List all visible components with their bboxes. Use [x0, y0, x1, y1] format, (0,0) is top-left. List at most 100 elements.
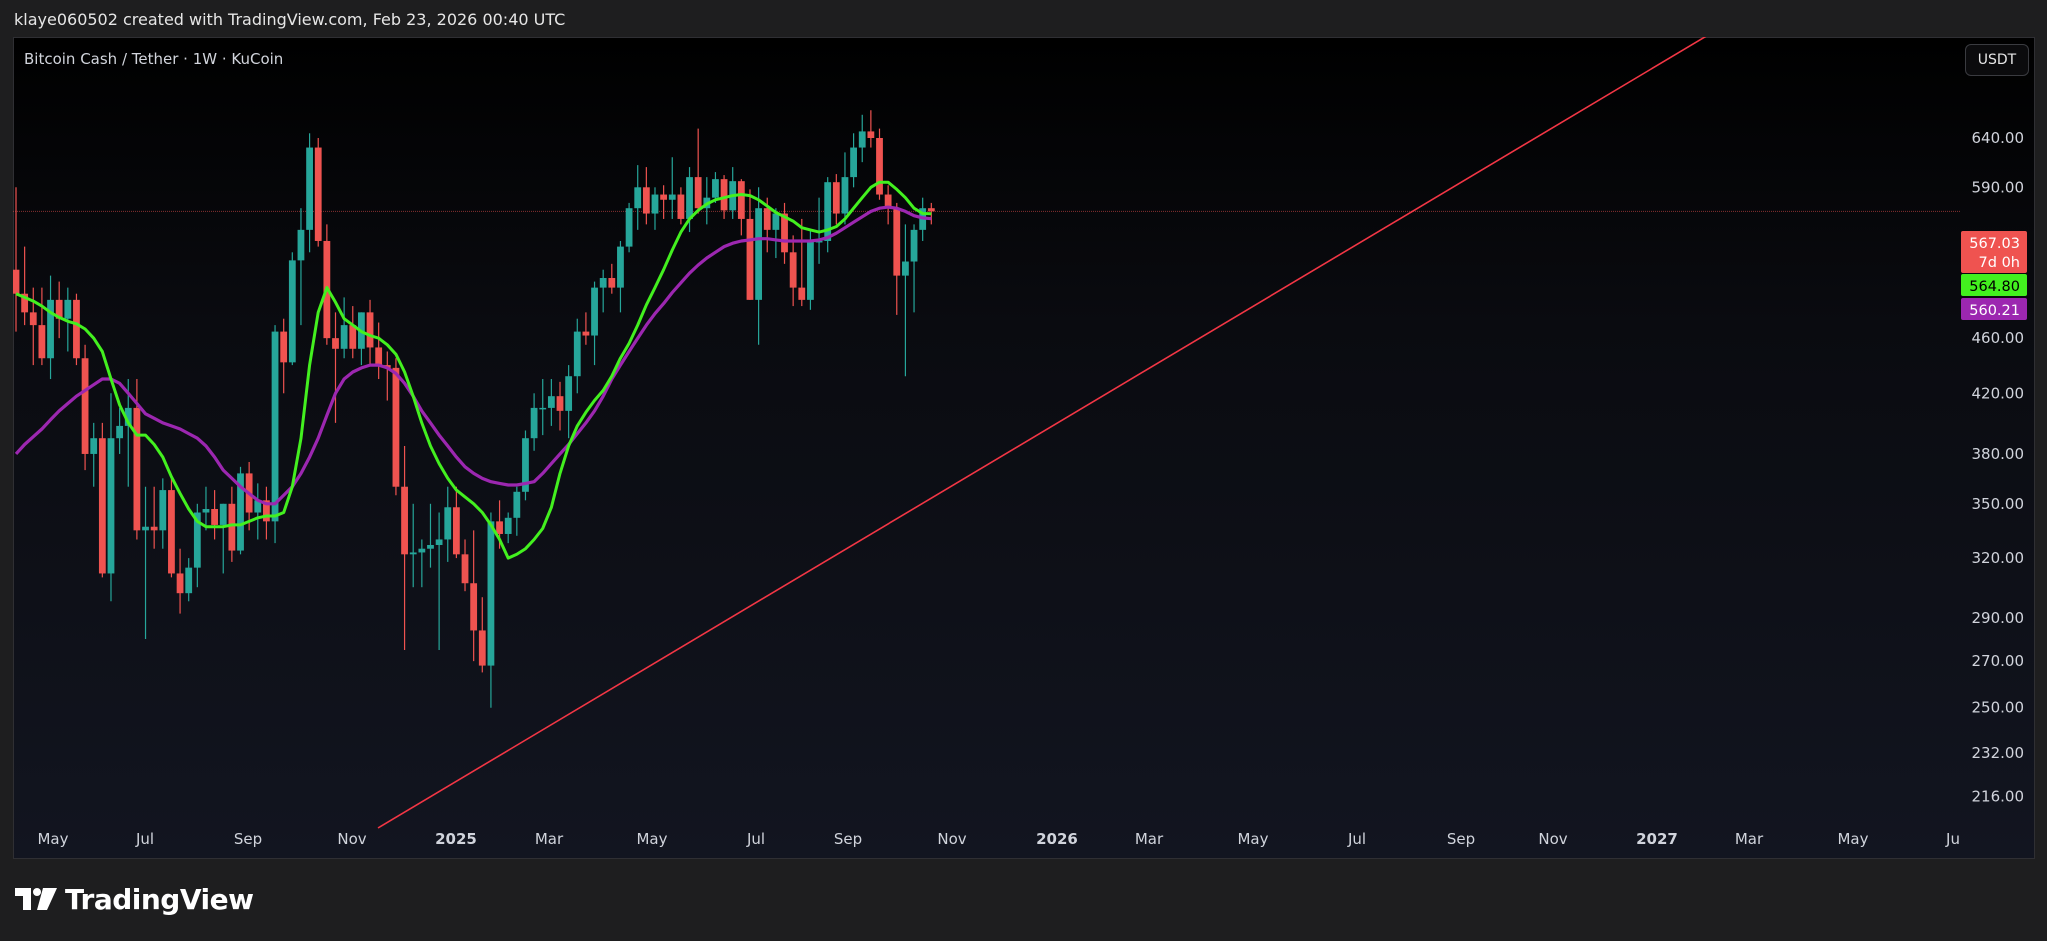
candle-body — [513, 491, 521, 518]
y-tick-label: 420.00 — [1972, 384, 2025, 402]
x-tick-label: May — [636, 830, 667, 848]
candle-body — [211, 509, 219, 525]
x-tick-label: Mar — [1135, 830, 1164, 848]
candle — [358, 312, 365, 366]
candle-body — [366, 312, 374, 348]
candle-body — [591, 287, 598, 336]
candle-body — [867, 131, 875, 139]
candle-body — [927, 208, 935, 212]
symbol-title[interactable]: Bitcoin Cash / Tether · 1W · KuCoin — [24, 50, 284, 68]
candle-body — [496, 521, 503, 534]
ma-slow-value: 560.21 — [1969, 303, 2020, 319]
candle — [565, 365, 573, 439]
y-tick-label: 232.00 — [1972, 744, 2025, 762]
y-axis: 720.00640.00590.00460.00420.00380.00350.… — [1972, 58, 2025, 806]
chart-frame[interactable] — [13, 37, 2035, 859]
candle-body — [720, 179, 728, 211]
candle-body — [556, 396, 564, 411]
candle — [444, 486, 452, 562]
candle — [712, 172, 719, 203]
candle — [375, 322, 383, 380]
candle-body — [452, 507, 460, 555]
candle — [323, 224, 331, 345]
candle-body — [746, 218, 754, 300]
candle-body — [478, 630, 486, 666]
candle — [582, 312, 590, 345]
candle-body — [263, 500, 270, 522]
candle-body — [90, 438, 98, 454]
candle-body — [340, 325, 348, 349]
candle — [487, 512, 495, 708]
x-tick-label: Mar — [1735, 830, 1764, 848]
candle — [142, 486, 149, 640]
candle-body — [314, 147, 322, 241]
candle — [867, 110, 875, 148]
y-tick-label: 640.00 — [1972, 129, 2025, 147]
x-tick-label: Nov — [337, 830, 366, 848]
footer-brand: TradingView — [65, 882, 254, 916]
x-tick-label: Mar — [535, 830, 564, 848]
candle — [668, 157, 676, 219]
y-tick-label: 270.00 — [1972, 652, 2025, 670]
candle — [850, 133, 857, 188]
x-tick-label: Sep — [834, 830, 862, 848]
candle-body — [280, 331, 288, 363]
candle-body — [418, 548, 426, 553]
candle — [461, 539, 469, 592]
ma-slow-badge — [1961, 298, 2027, 320]
candle-body — [392, 367, 400, 487]
candle — [349, 306, 357, 359]
candle-body — [781, 213, 788, 253]
candle-body — [47, 299, 54, 359]
candle-body — [798, 287, 806, 300]
candle — [746, 189, 754, 300]
candle — [547, 379, 555, 426]
candle-body — [565, 376, 573, 411]
candle-body — [64, 299, 72, 319]
candle — [366, 299, 374, 366]
x-tick-label: Nov — [1538, 830, 1567, 848]
footer-logo[interactable]: TradingView — [15, 882, 254, 916]
candle — [116, 407, 124, 454]
candle-body — [306, 147, 313, 230]
candle-body — [142, 526, 149, 531]
candle-body — [116, 425, 124, 439]
candle — [297, 208, 305, 326]
candle-body — [651, 194, 659, 214]
candle — [841, 152, 849, 225]
candles — [13, 110, 935, 708]
candle-body — [107, 438, 115, 574]
candle — [280, 318, 288, 394]
candle — [435, 512, 443, 650]
candle — [263, 486, 270, 540]
y-tick-label: 290.00 — [1972, 609, 2025, 627]
candle-body — [133, 407, 141, 531]
candle — [807, 229, 814, 310]
candle — [21, 246, 29, 326]
candle — [591, 281, 598, 366]
y-tick-label: 250.00 — [1972, 699, 2025, 717]
candle — [81, 344, 89, 471]
candle-body — [694, 177, 702, 209]
candle — [556, 381, 564, 431]
candle-body — [755, 208, 763, 300]
candle — [383, 351, 391, 401]
candle-body — [271, 331, 279, 522]
x-tick-label: May — [37, 830, 68, 848]
candle-body — [228, 503, 236, 551]
candle — [478, 597, 486, 673]
candle — [73, 293, 80, 366]
x-tick-label: Jul — [1347, 830, 1366, 848]
candle — [902, 224, 909, 377]
candle — [893, 202, 901, 315]
candle — [504, 512, 512, 544]
candle — [858, 114, 866, 163]
candle-body — [332, 338, 339, 349]
candle — [409, 503, 417, 588]
currency-button[interactable]: USDT — [1965, 44, 2029, 76]
y-tick-label: 350.00 — [1972, 495, 2025, 513]
x-tick-label: Sep — [1447, 830, 1475, 848]
candle — [90, 422, 98, 487]
candle-body — [910, 229, 918, 262]
